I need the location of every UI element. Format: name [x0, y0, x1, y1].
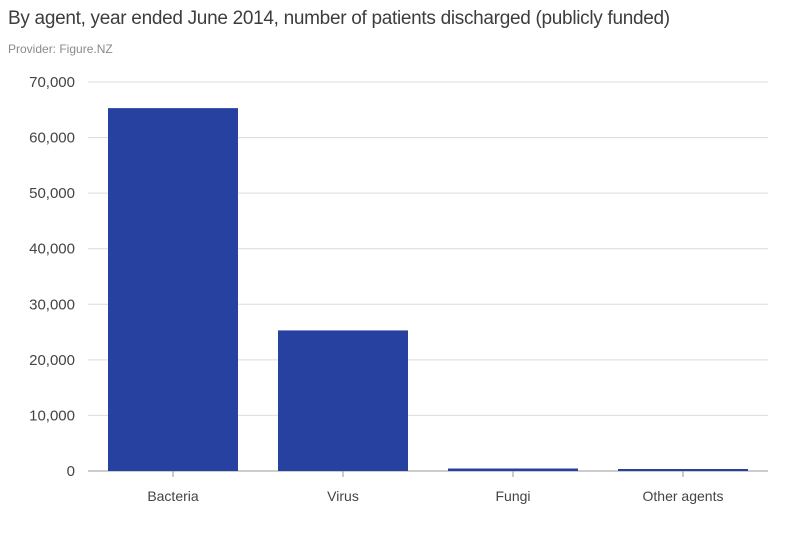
provider-label: Provider: Figure.NZ [8, 42, 113, 56]
x-tick-label: Virus [327, 488, 359, 504]
x-tick-label: Fungi [495, 488, 530, 504]
y-tick-label: 20,000 [29, 352, 75, 369]
y-tick-label: 40,000 [29, 241, 75, 258]
x-tick-label: Other agents [643, 488, 724, 504]
x-tick-label: Bacteria [147, 488, 199, 504]
y-tick-label: 70,000 [29, 74, 75, 91]
y-tick-label: 60,000 [29, 130, 75, 147]
chart-title: By agent, year ended June 2014, number o… [8, 8, 670, 29]
y-tick-label: 0 [67, 463, 75, 480]
bars [108, 108, 748, 472]
y-tick-label: 50,000 [29, 185, 75, 202]
y-tick-label: 30,000 [29, 296, 75, 313]
bar-other-agents [618, 469, 748, 471]
x-axis-ticks: Bacteria Virus Fungi Other agents [147, 471, 723, 504]
y-tick-label: 10,000 [29, 407, 75, 424]
bar-fungi [448, 468, 578, 471]
bar-bacteria [108, 108, 238, 472]
bar-virus [278, 330, 408, 471]
y-axis-ticks: 0 10,000 20,000 30,000 40,000 50,000 60,000 70,… [29, 74, 75, 480]
